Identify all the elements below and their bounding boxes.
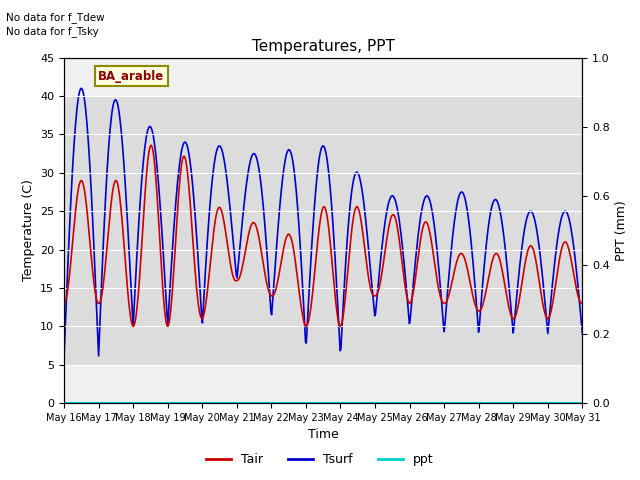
Legend: Tair, Tsurf, ppt: Tair, Tsurf, ppt	[202, 448, 438, 471]
Text: BA_arable: BA_arable	[99, 70, 164, 83]
X-axis label: Time: Time	[308, 429, 339, 442]
ppt	[123, 400, 131, 406]
Tsurf	[77, 85, 85, 91]
ppt	[386, 400, 394, 406]
Text: No data for f_Tdew: No data for f_Tdew	[6, 12, 105, 23]
Tair	[403, 292, 410, 298]
Tair	[129, 324, 137, 329]
Tair	[387, 214, 395, 220]
Line: Tair: Tair	[64, 145, 582, 326]
Bar	[64, 96, 582, 365]
Tsurf	[387, 194, 394, 200]
Tsurf	[70, 152, 77, 158]
Tair	[123, 276, 131, 282]
Tsurf	[124, 218, 131, 224]
Text: No data for f_Tsky: No data for f_Tsky	[6, 26, 99, 37]
Line: Tsurf: Tsurf	[64, 88, 582, 357]
Title: Temperatures, PPT: Temperatures, PPT	[252, 39, 395, 54]
ppt	[203, 400, 211, 406]
Tair	[147, 143, 155, 148]
Tsurf	[176, 157, 184, 163]
Tair	[70, 231, 77, 237]
ppt	[60, 400, 68, 406]
ppt	[175, 400, 183, 406]
ppt	[401, 400, 409, 406]
Tair	[579, 300, 586, 306]
Tair	[204, 281, 212, 287]
Tair	[60, 300, 68, 306]
ppt	[70, 400, 77, 406]
Tsurf	[60, 354, 68, 360]
Tsurf	[204, 236, 211, 241]
Tsurf	[402, 278, 410, 284]
Y-axis label: PPT (mm): PPT (mm)	[616, 200, 628, 261]
Y-axis label: Temperature (C): Temperature (C)	[22, 180, 35, 281]
ppt	[579, 400, 586, 406]
Tsurf	[579, 331, 586, 337]
Tair	[177, 168, 185, 173]
